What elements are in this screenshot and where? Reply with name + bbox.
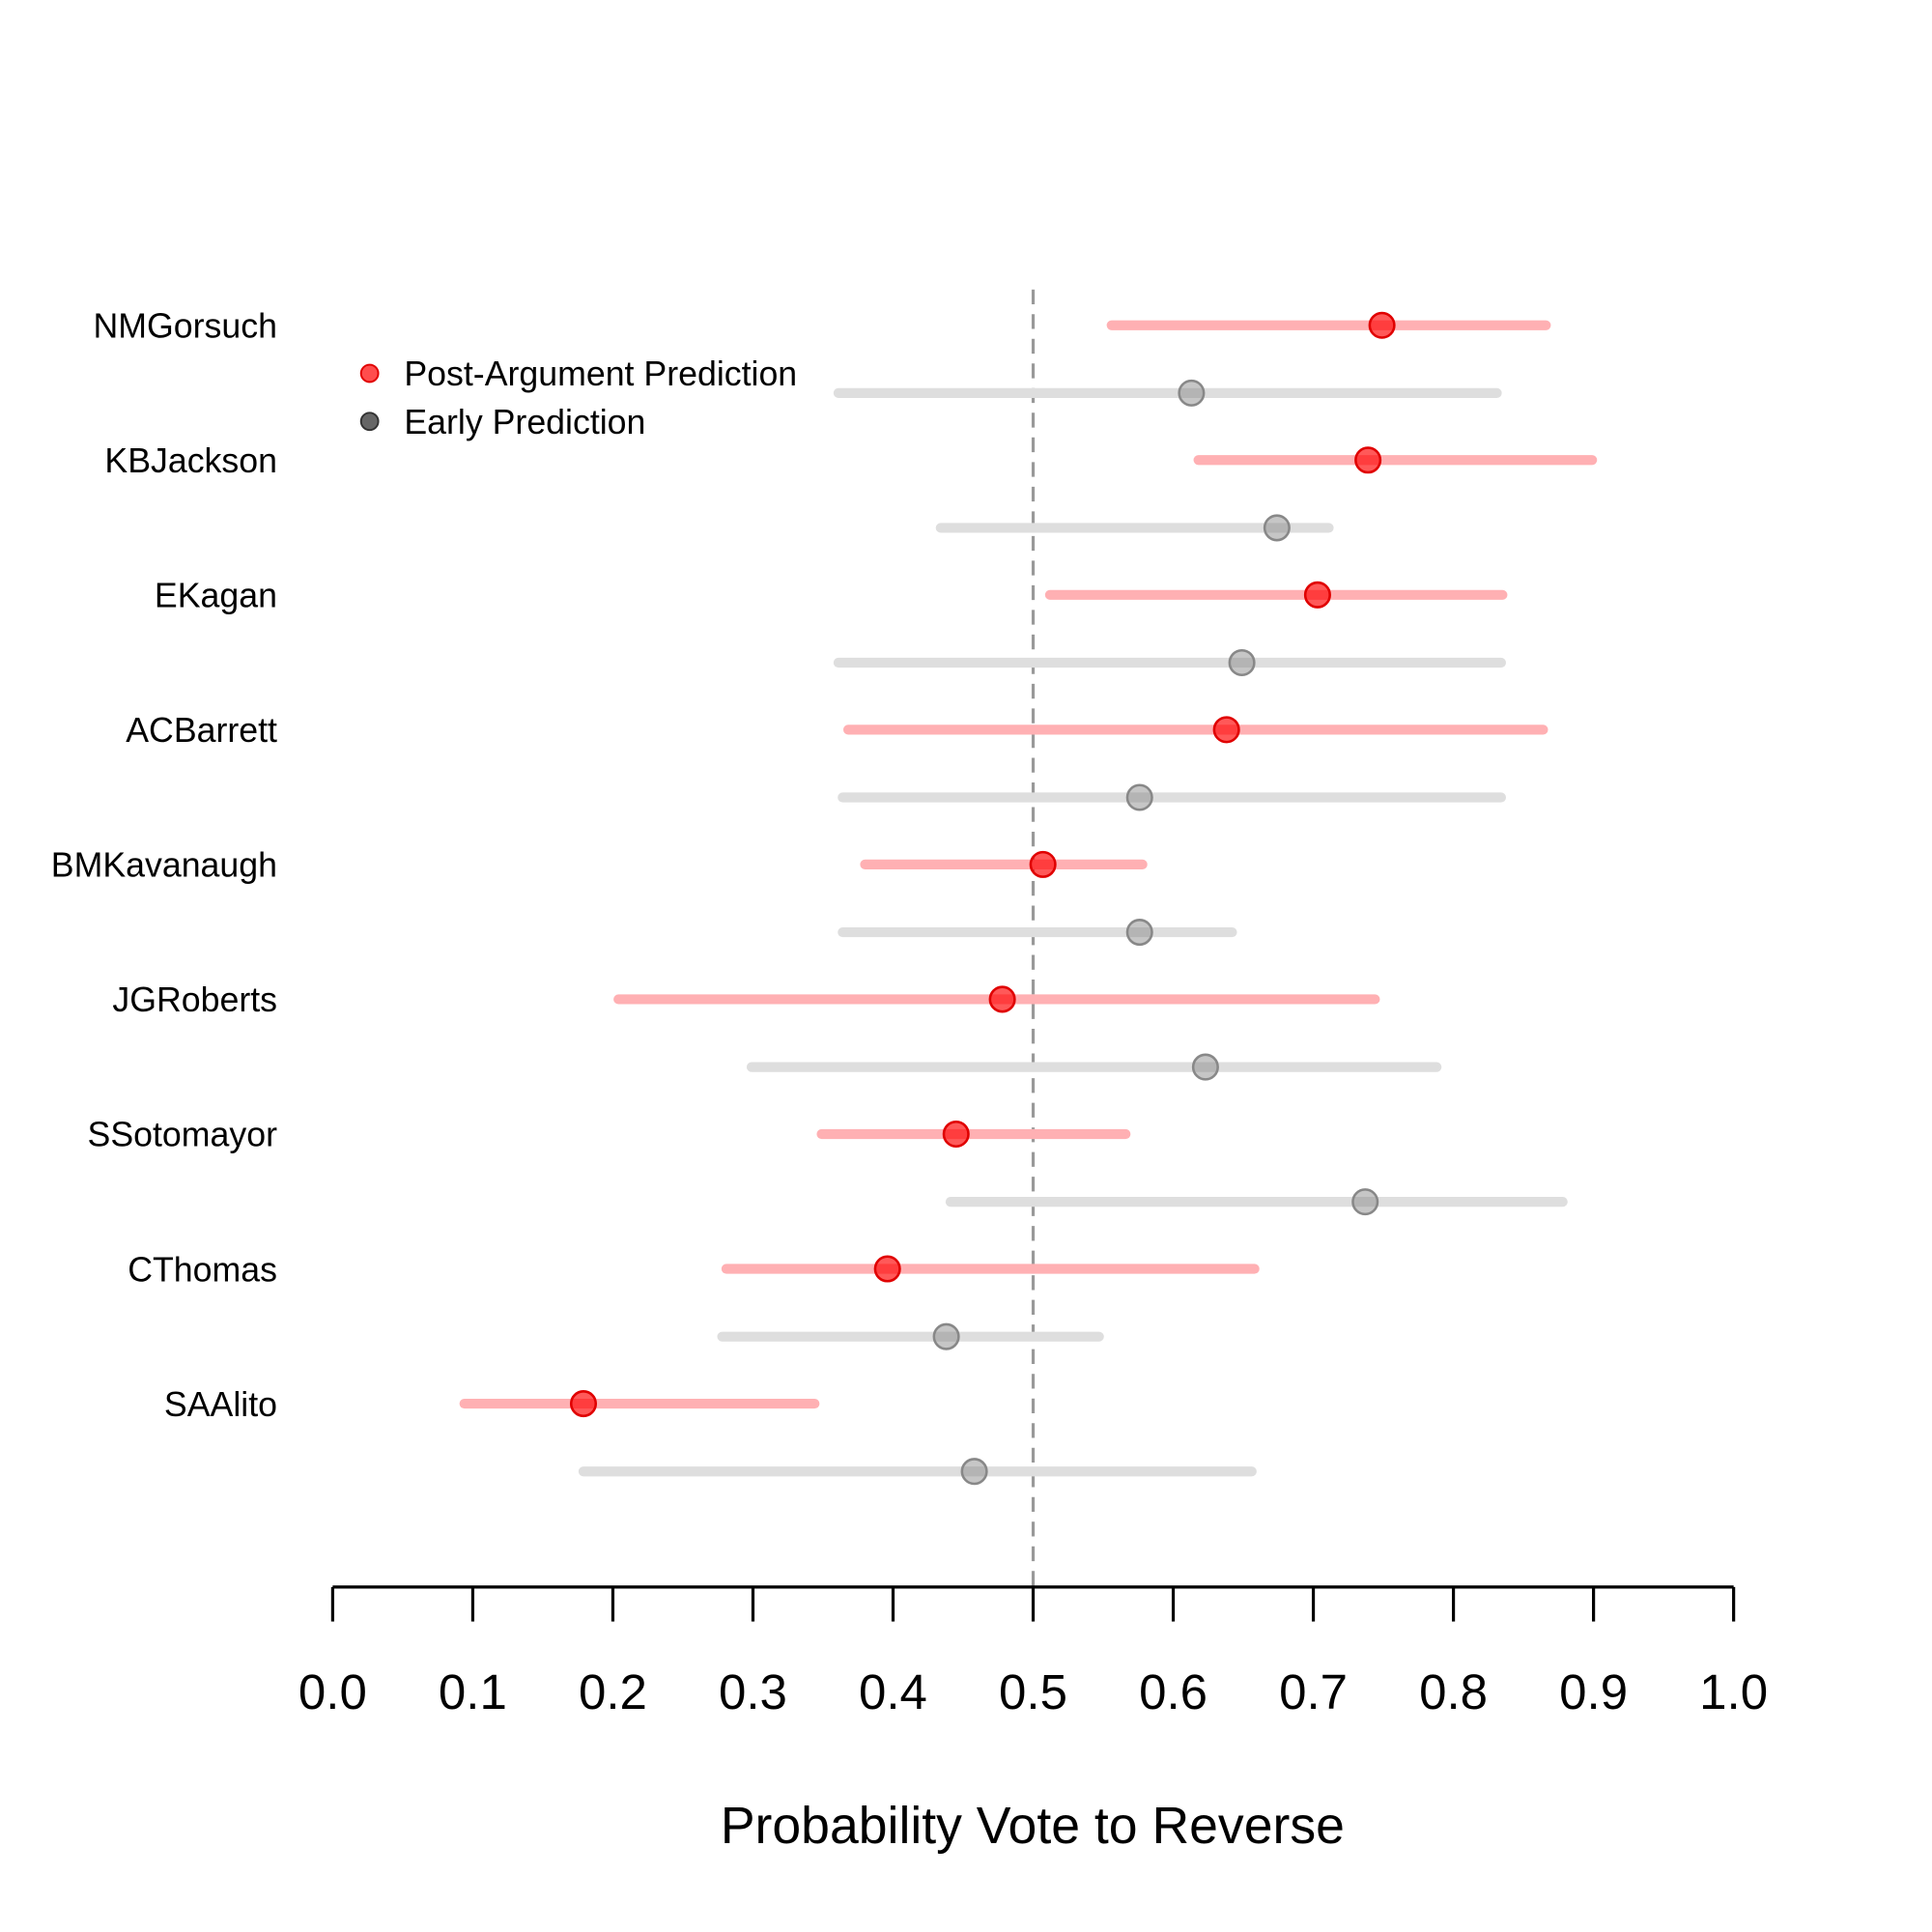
x-tick-label: 0.9 [1559, 1664, 1628, 1719]
early-point [1178, 379, 1206, 407]
early-point [960, 1458, 988, 1486]
justice-label: SAAlito [164, 1385, 277, 1424]
justice-label: EKagan [155, 577, 277, 615]
x-tick-label: 1.0 [1699, 1664, 1768, 1719]
post-point [1354, 446, 1382, 474]
justice-label: ACBarrett [126, 711, 277, 750]
legend-post-label: Post-Argument Prediction [404, 355, 797, 393]
post-point [988, 985, 1016, 1013]
justice-label: KBJackson [104, 441, 277, 480]
legend-early-label: Early Prediction [404, 403, 645, 441]
post-point [569, 1390, 598, 1418]
x-tick-label: 0.7 [1279, 1664, 1348, 1719]
early-point [1125, 919, 1153, 947]
justice-label: BMKavanaugh [51, 846, 277, 885]
post-point [1303, 581, 1331, 609]
legend: Post-Argument Prediction Early Predictio… [359, 355, 797, 441]
x-tick-label: 0.6 [1139, 1664, 1208, 1719]
justice-label: SSotomayor [88, 1116, 278, 1154]
x-tick-label: 0.5 [999, 1664, 1067, 1719]
x-axis-label: Probability Vote to Reverse [721, 1798, 1345, 1855]
post-point [1212, 716, 1240, 744]
early-point [1191, 1053, 1219, 1081]
early-point [1125, 783, 1153, 811]
early-point [932, 1322, 960, 1350]
x-tick-label: 0.2 [579, 1664, 647, 1719]
early-point [1228, 648, 1256, 676]
x-tick-label: 0.1 [439, 1664, 507, 1719]
justice-label: NMGorsuch [94, 306, 277, 345]
x-tick-label: 0.4 [859, 1664, 927, 1719]
x-tick-label: 0.3 [719, 1664, 787, 1719]
legend-post-marker [359, 363, 380, 384]
post-point [1029, 850, 1057, 878]
x-tick-label: 0.8 [1419, 1664, 1488, 1719]
x-tick-label: 0.0 [298, 1664, 367, 1719]
post-point [873, 1255, 901, 1283]
plot-marks: NMGorsuch KBJackson EKagan ACBarrett BMKavan… [51, 289, 1768, 1719]
justice-label: CThomas [128, 1250, 277, 1289]
legend-early-marker [359, 412, 380, 432]
early-point [1263, 514, 1291, 542]
justice-label: JGRoberts [112, 980, 277, 1019]
post-point [1368, 311, 1396, 339]
post-point [942, 1120, 970, 1149]
early-point [1351, 1188, 1379, 1216]
